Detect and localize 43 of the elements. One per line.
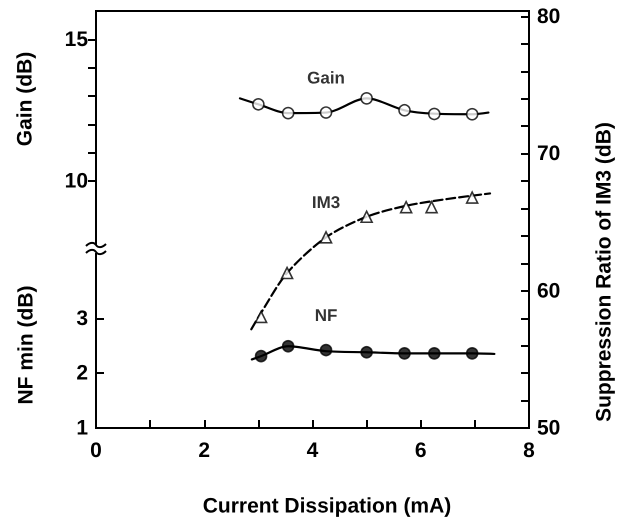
y3-axis-title: Gain (dB) xyxy=(14,52,36,146)
y2-tick-label: 50 xyxy=(537,416,560,440)
point xyxy=(360,92,373,105)
x-tick-label: 0 xyxy=(90,439,102,462)
x-tick-label: 4 xyxy=(306,439,319,462)
series-label: NF xyxy=(314,306,338,325)
y2-axis-title: Suppression Ratio of IM3 (dB) xyxy=(592,122,616,422)
x-axis-title: Current Dissipation (mA) xyxy=(202,494,452,518)
point xyxy=(282,106,294,120)
y2-tick-label: 70 xyxy=(537,142,560,166)
point xyxy=(466,108,478,121)
point xyxy=(400,200,412,214)
point xyxy=(425,200,438,214)
point xyxy=(252,98,265,111)
y-tick-label: 3 xyxy=(76,306,88,330)
point xyxy=(466,347,478,360)
point xyxy=(320,106,332,119)
y-axis-title: NF min (dB) xyxy=(14,286,38,404)
series-label: Gain xyxy=(307,68,345,88)
x-tick-label: 2 xyxy=(198,439,210,462)
point xyxy=(280,266,294,280)
point xyxy=(398,104,411,117)
series-label: IM3 xyxy=(312,193,340,212)
point xyxy=(466,191,478,204)
x-tick-label: 6 xyxy=(414,439,427,462)
point xyxy=(254,310,268,324)
point xyxy=(428,347,441,360)
point xyxy=(254,350,268,362)
y-tick-label: 2 xyxy=(76,362,88,385)
y-tick-label: 1 xyxy=(76,416,88,440)
y3-tick-label: 15 xyxy=(64,28,88,51)
point xyxy=(398,347,411,360)
y3-tick-label: 10 xyxy=(64,170,88,193)
point xyxy=(428,108,441,120)
y2-tick-label: 60 xyxy=(537,279,560,302)
x-tick-label: 8 xyxy=(523,439,536,462)
point xyxy=(360,210,373,224)
y2-tick-label: 80 xyxy=(537,4,560,28)
point xyxy=(360,346,373,359)
point xyxy=(320,344,332,356)
point xyxy=(282,340,294,353)
line-series xyxy=(250,192,492,330)
point xyxy=(320,231,332,244)
